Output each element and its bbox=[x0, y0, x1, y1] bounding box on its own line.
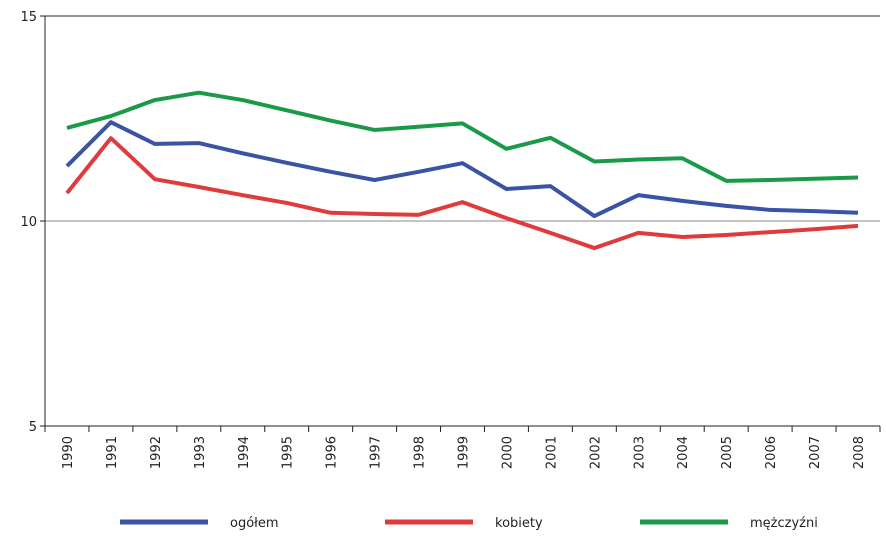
x-tick-label: 2004 bbox=[676, 436, 691, 469]
legend-item: ogółem bbox=[120, 516, 279, 531]
x-tick-label: 1990 bbox=[61, 436, 76, 469]
x-tick-label: 1998 bbox=[413, 436, 428, 469]
x-tick-label: 1993 bbox=[193, 436, 208, 469]
x-tick-label: 1996 bbox=[325, 436, 340, 469]
x-tick-label: 2007 bbox=[808, 436, 823, 469]
series-line bbox=[65, 136, 859, 251]
x-tick-label: 1992 bbox=[149, 436, 164, 469]
x-tick-label: 2002 bbox=[588, 436, 603, 469]
legend-label: mężczyźni bbox=[750, 516, 818, 531]
x-tick-label: 2008 bbox=[852, 436, 867, 469]
x-tick-label: 2001 bbox=[544, 436, 559, 469]
y-tick-label: 5 bbox=[29, 420, 37, 435]
legend-item: mężczyźni bbox=[640, 516, 818, 531]
x-tick-label: 2000 bbox=[500, 436, 515, 469]
x-tick-label: 1994 bbox=[237, 436, 252, 469]
series-line bbox=[66, 90, 859, 183]
series-line bbox=[65, 120, 859, 219]
x-tick-label: 1999 bbox=[457, 436, 472, 469]
y-tick-label: 15 bbox=[20, 10, 37, 25]
legend-label: ogółem bbox=[230, 516, 279, 531]
y-tick-label: 10 bbox=[20, 215, 37, 230]
x-tick-label: 2005 bbox=[720, 436, 735, 469]
x-tick-label: 2006 bbox=[764, 436, 779, 469]
x-tick-label: 1995 bbox=[281, 436, 296, 469]
x-tick-label: 1997 bbox=[369, 436, 384, 469]
x-tick-label: 2003 bbox=[632, 436, 647, 469]
legend-label: kobiety bbox=[495, 516, 543, 531]
x-tick-label: 1991 bbox=[105, 436, 120, 469]
legend-item: kobiety bbox=[385, 516, 543, 531]
